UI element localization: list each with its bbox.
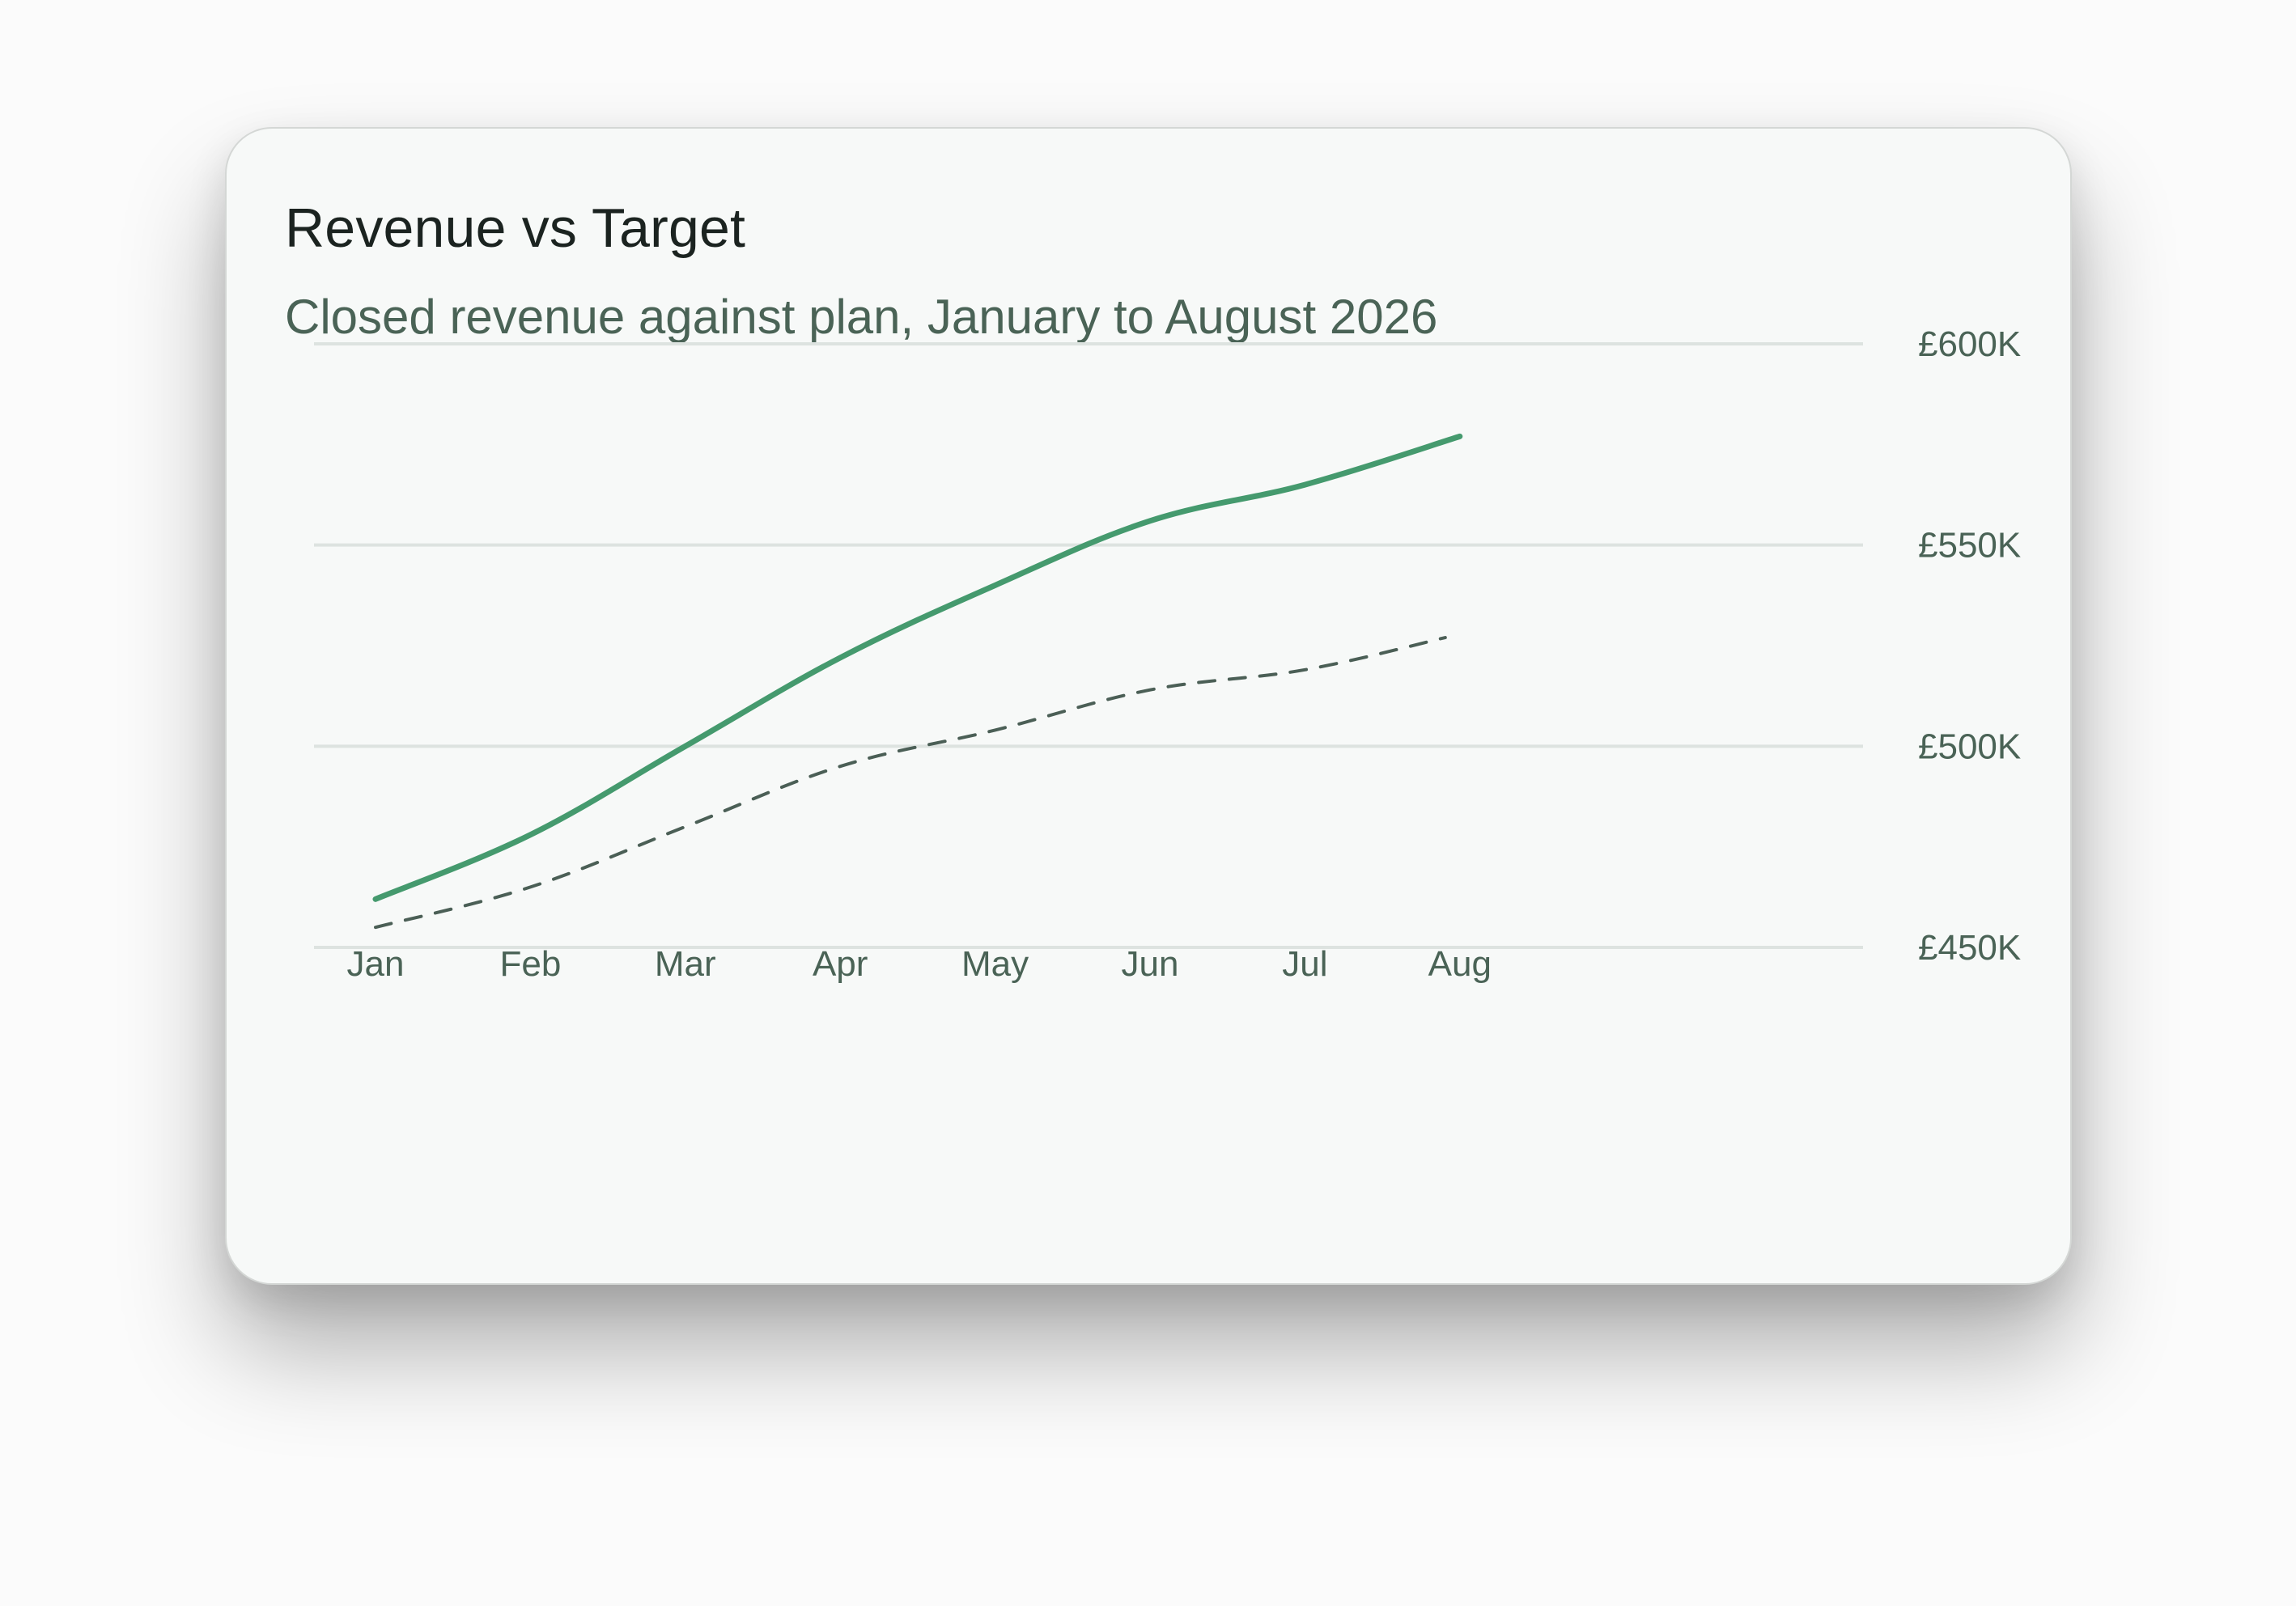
x-tick-label: Jul <box>1282 944 1327 984</box>
y-tick-label: £450K <box>1918 928 2021 968</box>
chart-card: Revenue vs Target Closed revenue against… <box>225 127 2072 1285</box>
series-lines <box>372 433 1463 930</box>
x-tick-label: Apr <box>813 944 868 984</box>
y-tick-label: £550K <box>1918 526 2021 566</box>
chart-subtitle: Closed revenue against plan, January to … <box>285 290 1438 344</box>
chart-title: Revenue vs Target <box>285 197 746 259</box>
y-tick-label: £500K <box>1918 727 2021 766</box>
x-tick-label: Mar <box>655 944 716 984</box>
revenue-series-line <box>372 433 1463 902</box>
x-axis-ticks: Jan Feb Mar Apr May Jun Jul Aug <box>347 944 1492 984</box>
x-tick-label: Jan <box>347 944 405 984</box>
target-series-line <box>374 636 1447 930</box>
gridlines <box>314 342 1863 949</box>
y-axis-ticks: £450K £500K £550K £600K <box>1918 324 2021 968</box>
x-tick-label: Aug <box>1428 944 1492 984</box>
y-tick-label: £600K <box>1918 324 2021 364</box>
x-tick-label: Jun <box>1122 944 1179 984</box>
x-tick-label: May <box>961 944 1029 984</box>
x-tick-label: Feb <box>499 944 561 984</box>
line-chart: £450K£500K£550K£600K Jan Feb Mar Apr May Jun J… <box>314 324 2021 984</box>
